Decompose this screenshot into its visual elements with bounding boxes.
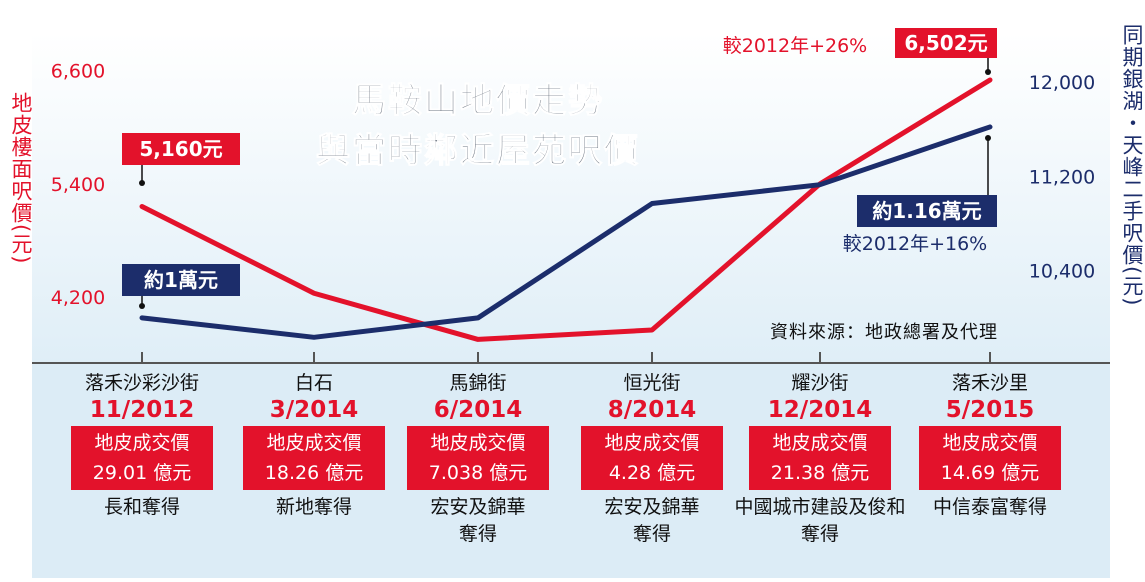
price-box-label: 地皮成交價 [772,432,868,454]
price-box-value: 18.26 億元 [264,462,364,484]
right-tick-label: 12,000 [1029,72,1095,94]
price-box: 地皮成交價 21.38 億元 [749,426,891,490]
price-box-label: 地皮成交價 [430,432,526,454]
category-location: 耀沙街 [791,372,849,394]
price-box-value: 4.28 億元 [608,462,696,484]
price-box-value: 7.038 億元 [428,462,528,484]
category-column: 白石 3/2014 地皮成交價 18.26 億元 新地奪得 [224,370,404,521]
right-tick-label: 10,400 [1029,261,1095,283]
left-tick-label: 5,400 [51,174,105,196]
price-box-value: 21.38 億元 [770,462,870,484]
category-buyer: 新地奪得 [275,496,352,518]
price-box: 地皮成交價 29.01 億元 [71,426,213,490]
blue-end-dot [985,135,991,141]
red-end-label: 6,502元 [904,31,987,55]
category-buyer: 中國城市建設及俊和 奪得 [734,496,906,545]
red-end-dot [985,69,991,75]
price-box: 地皮成交價 18.26 億元 [243,426,385,490]
right-tick-label: 11,200 [1029,166,1095,188]
price-box: 地皮成交價 4.28 億元 [581,426,723,490]
category-date: 5/2015 [945,397,1035,423]
series-line-land-price [139,77,993,342]
category-date: 6/2014 [433,397,523,423]
price-box-label: 地皮成交價 [942,432,1038,454]
price-box-value: 29.01 億元 [92,462,192,484]
left-tick-label: 4,200 [51,287,105,309]
blue-start-label: 約1萬元 [144,268,218,292]
red-start-label-box [122,133,240,165]
price-box: 地皮成交價 14.69 億元 [919,426,1061,490]
blue-change-label: 較2012年+16% [843,233,988,255]
left-tick-label: 6,600 [51,61,105,83]
red-start-label: 5,160元 [139,137,222,161]
category-column: 馬錦街 6/2014 地皮成交價 7.038 億元宏安及錦華 奪得 [388,370,568,548]
category-column: 落禾沙彩沙街 11/2012 地皮成交價 29.01 億元 長和奪得 [52,370,232,521]
category-location: 恒光街 [623,372,681,394]
blue-end-label: 約1.16萬元 [872,199,981,223]
category-buyer: 長和奪得 [103,496,180,518]
category-location: 落禾沙里 [951,372,1028,394]
category-buyer: 中信泰富奪得 [932,496,1047,518]
red-change-label: 較2012年+26% [723,35,868,57]
category-date: 12/2014 [767,397,873,423]
price-box: 地皮成交價 7.038 億元 [407,426,549,490]
chart-title: 馬鞍山地價走勢 [352,81,604,121]
price-box-label: 地皮成交價 [604,432,700,454]
blue-start-dot [139,303,145,309]
right-axis-label: 同期銀湖・天峰二手呎價(元) [1120,24,1144,307]
blue-end-label-box [857,195,997,227]
red-end-label-box [895,28,997,58]
category-column: 恒光街 8/2014 地皮成交價 4.28 億元宏安及錦華 奪得 [562,370,742,548]
source-note: 資料來源：地政總署及代理 [770,322,998,343]
price-box-label: 地皮成交價 [94,432,190,454]
category-column: 落禾沙里 5/2015 地皮成交價 14.69 億元 中信泰富奪得 [900,370,1080,521]
blue-start-label-box [122,264,240,296]
category-buyer: 宏安及錦華 奪得 [604,496,700,545]
price-box-value: 14.69 億元 [940,462,1040,484]
category-buyer: 宏安及錦華 奪得 [430,496,526,545]
category-date: 11/2012 [89,397,195,423]
category-location: 白石 [294,372,333,394]
red-start-dot [139,180,145,186]
left-axis-label: 地皮樓面呎價(元) [9,92,33,265]
category-column: 耀沙街 12/2014 地皮成交價 21.38 億元中國城市建設及俊和 奪得 [730,370,910,548]
category-date: 3/2014 [269,397,359,423]
series-line-secondhand-price [139,124,993,340]
category-location: 馬錦街 [449,372,507,394]
price-box-label: 地皮成交價 [266,432,362,454]
category-location: 落禾沙彩沙街 [84,372,199,394]
chart-subtitle: 與當時鄰近屋苑呎價 [316,131,640,171]
category-date: 8/2014 [607,397,697,423]
